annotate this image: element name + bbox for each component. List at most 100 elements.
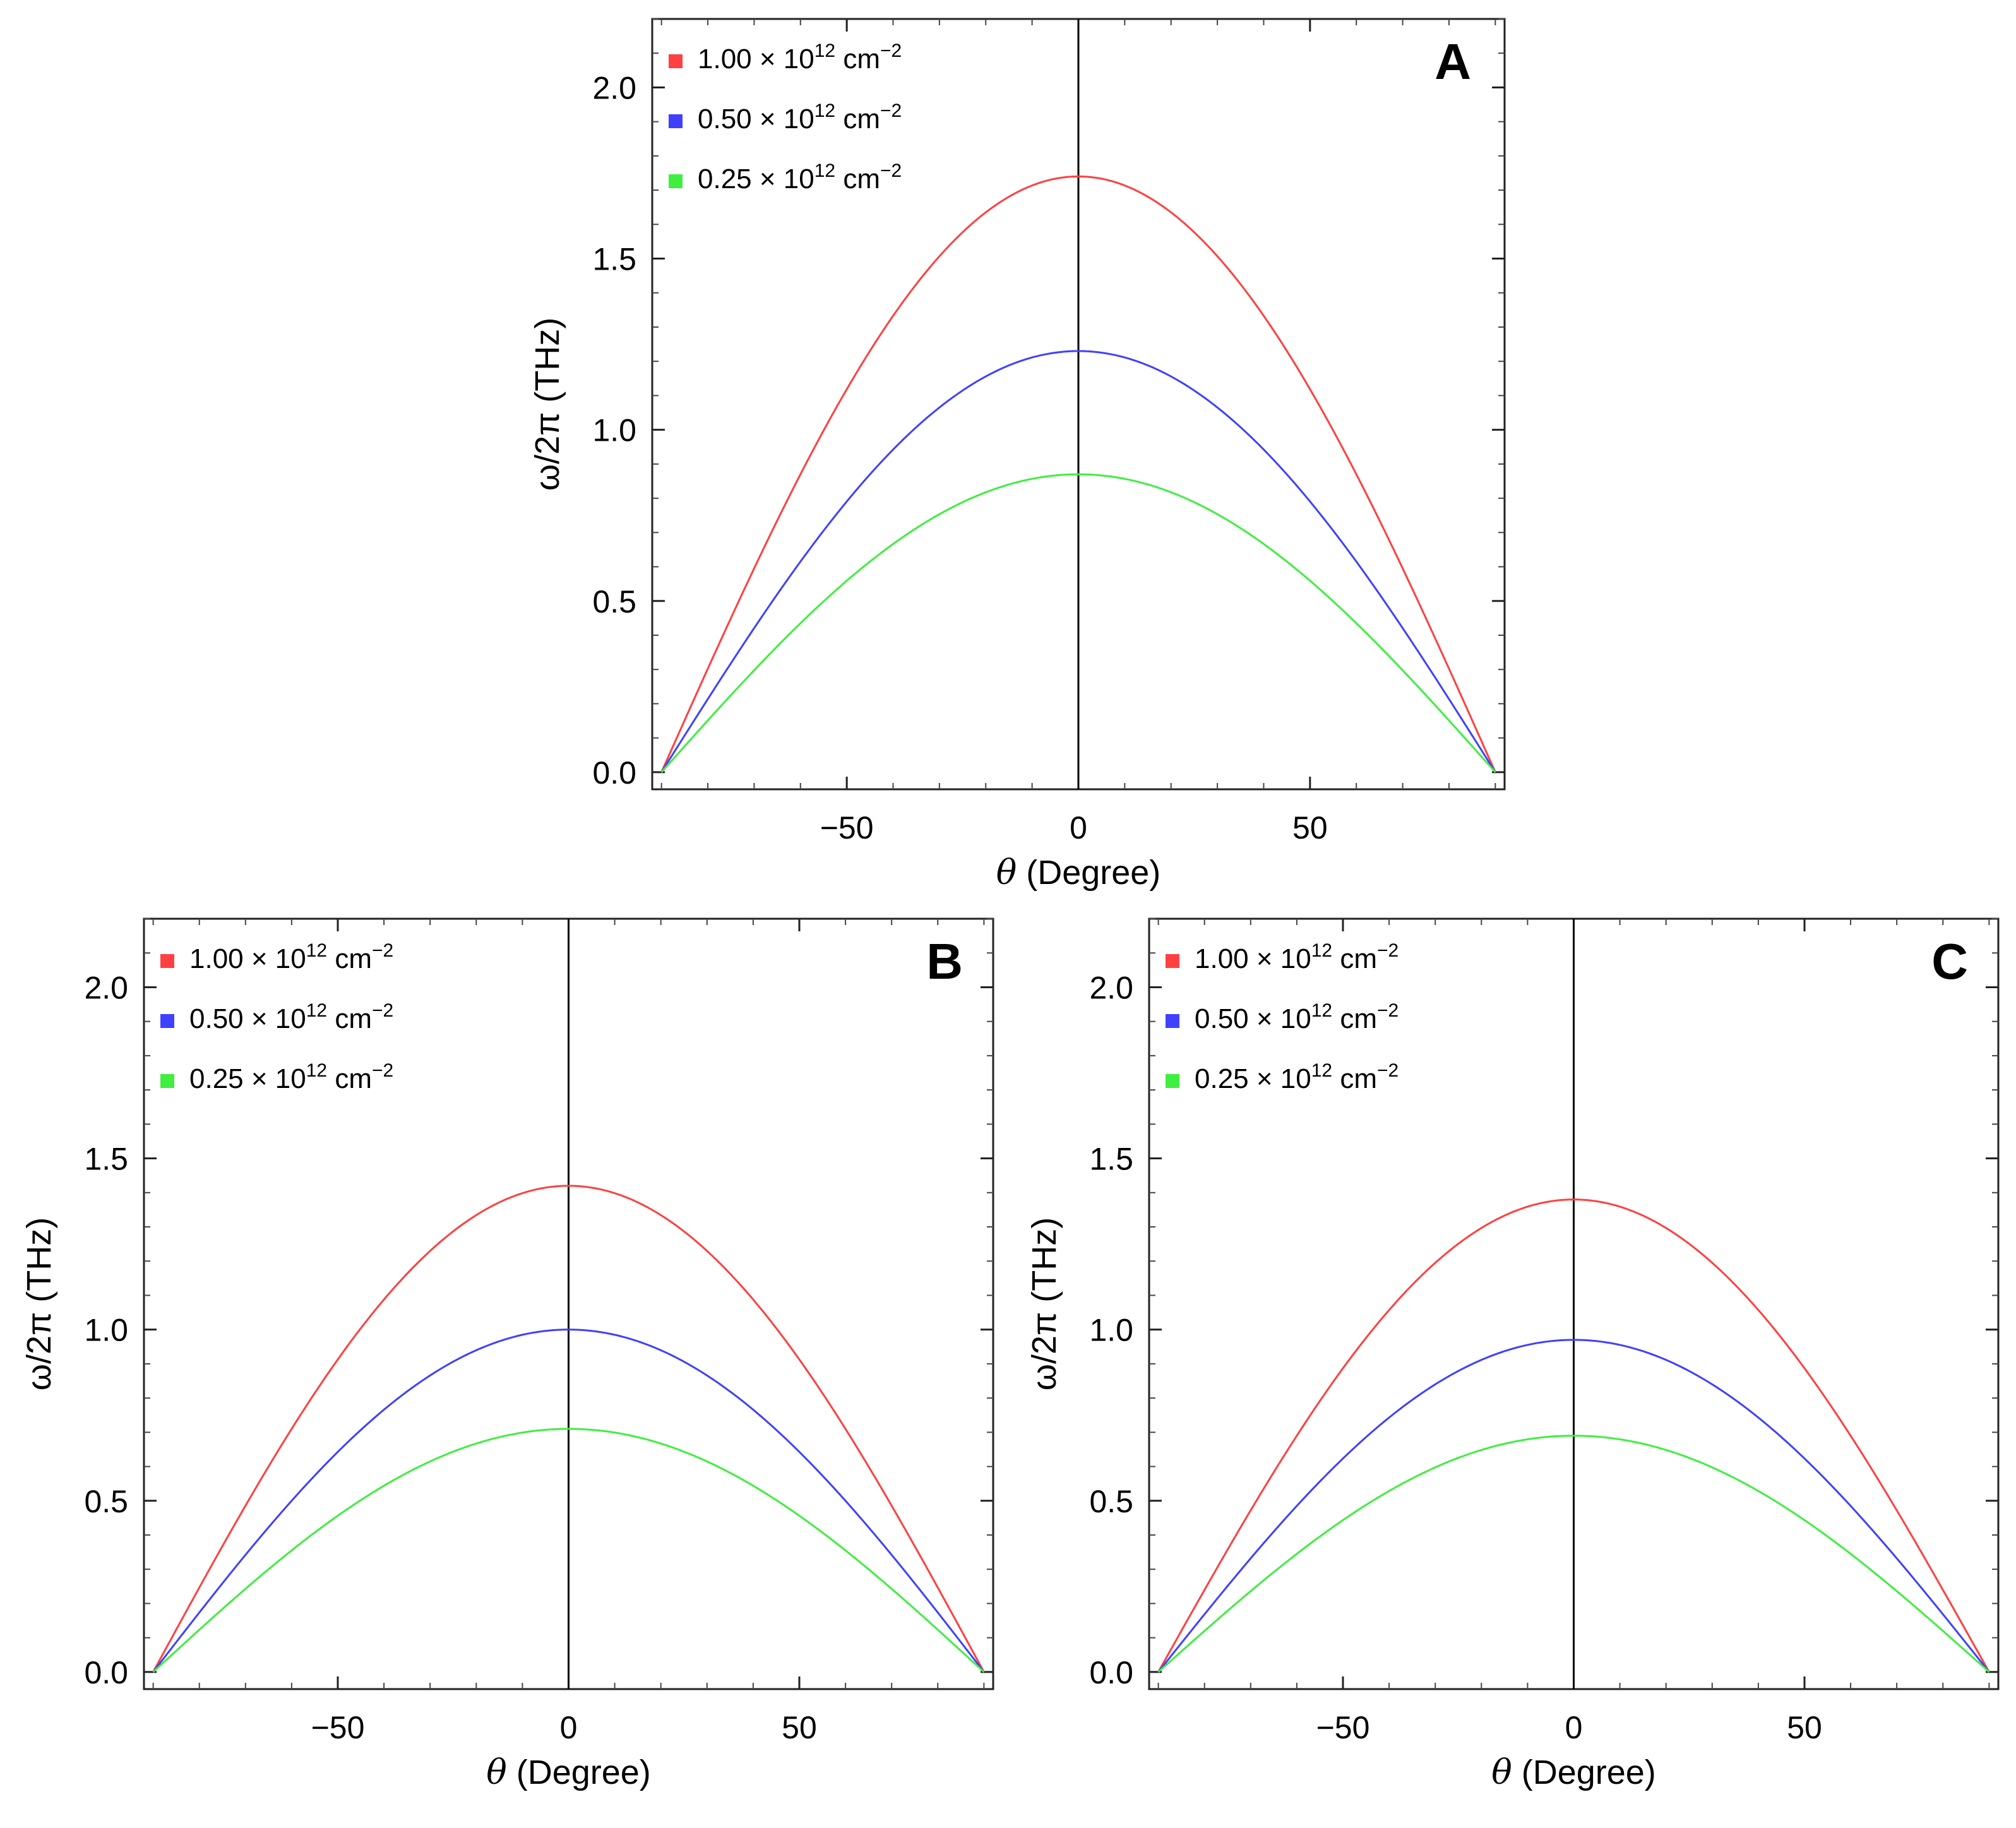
legend-exponent: 12 bbox=[1311, 1000, 1332, 1021]
legend-unit-exponent: −2 bbox=[372, 1060, 393, 1081]
legend-label-1: 1.00 × 1012 cm−2 bbox=[1195, 940, 1399, 974]
legend-swatch-1 bbox=[160, 954, 174, 968]
y-tick-label: 1.5 bbox=[592, 242, 636, 277]
legend-swatch-2 bbox=[669, 114, 683, 128]
legend-unit-exponent: −2 bbox=[372, 1000, 393, 1021]
legend-unit: cm bbox=[843, 164, 880, 194]
y-tick-label: 0.0 bbox=[592, 755, 636, 791]
x-axis-symbol: θ bbox=[996, 852, 1017, 892]
legend-swatch-1 bbox=[1166, 954, 1179, 968]
y-tick-label: 0.0 bbox=[1089, 1655, 1133, 1690]
legend-times: × bbox=[244, 1003, 275, 1034]
y-tick-label: 1.5 bbox=[1089, 1142, 1133, 1177]
legend-mantissa: 0.50 bbox=[698, 104, 752, 134]
legend-space bbox=[1332, 943, 1340, 974]
legend-times: × bbox=[752, 164, 784, 194]
legend-label-1: 1.00 × 1012 cm−2 bbox=[698, 40, 902, 75]
legend: 1.00 × 1012 cm−20.50 × 1012 cm−20.25 × 1… bbox=[669, 40, 902, 194]
x-tick-label: 0 bbox=[560, 1710, 578, 1745]
series-line-2 bbox=[152, 1329, 985, 1673]
legend-base: 10 bbox=[1280, 943, 1311, 974]
legend-unit: cm bbox=[843, 44, 880, 75]
series-line-3 bbox=[152, 1428, 985, 1673]
legend-mantissa: 0.50 bbox=[189, 1003, 244, 1034]
legend-exponent: 12 bbox=[1311, 940, 1332, 961]
legend-unit-exponent: −2 bbox=[880, 160, 902, 181]
x-axis-space bbox=[507, 1753, 516, 1791]
legend-exponent: 12 bbox=[306, 1060, 327, 1081]
x-axis-title: θ (Degree) bbox=[1491, 1752, 1656, 1792]
series-line-3 bbox=[1157, 1435, 1990, 1673]
legend-times: × bbox=[244, 1063, 275, 1094]
x-tick-label: 50 bbox=[782, 1710, 817, 1745]
y-axis-title: ω/2π (THz) bbox=[1025, 1217, 1063, 1390]
legend-unit: cm bbox=[335, 1063, 372, 1094]
series-line-1 bbox=[152, 1185, 985, 1673]
legend-unit-exponent: −2 bbox=[1377, 1060, 1399, 1081]
legend-space bbox=[327, 1003, 335, 1034]
legend-base: 10 bbox=[1280, 1063, 1311, 1094]
legend-unit: cm bbox=[1340, 943, 1377, 974]
legend-swatch-3 bbox=[160, 1074, 174, 1088]
x-axis-title: θ (Degree) bbox=[996, 852, 1161, 892]
chart-panel-c: −50 0 500.00.51.01.52.01.00 × 1012 cm−20.5… bbox=[1025, 917, 2000, 1792]
y-tick-label: 0.0 bbox=[84, 1655, 128, 1690]
legend-base: 10 bbox=[784, 44, 814, 75]
legend-unit: cm bbox=[1340, 1003, 1377, 1034]
panel-letter: C bbox=[1931, 933, 1968, 989]
legend-label-1: 1.00 × 1012 cm−2 bbox=[189, 940, 393, 974]
legend: 1.00 × 1012 cm−20.50 × 1012 cm−20.25 × 1… bbox=[160, 940, 393, 1094]
x-tick-label: −50 bbox=[311, 1710, 365, 1745]
legend-mantissa: 0.50 bbox=[1195, 1003, 1249, 1034]
legend-swatch-2 bbox=[1166, 1014, 1179, 1028]
legend-swatch-2 bbox=[160, 1014, 174, 1028]
legend-exponent: 12 bbox=[814, 40, 835, 61]
x-tick-label: 50 bbox=[1292, 810, 1328, 845]
legend-space bbox=[835, 44, 843, 75]
y-tick-label: 1.0 bbox=[1089, 1313, 1133, 1348]
chart-panel-b: −50 0 500.00.51.01.52.01.00 × 1012 cm−20.5… bbox=[20, 917, 994, 1792]
legend-space bbox=[327, 1063, 335, 1094]
legend-unit: cm bbox=[335, 1003, 372, 1034]
legend-exponent: 12 bbox=[306, 1000, 327, 1021]
legend-space bbox=[835, 164, 843, 194]
series-line-2 bbox=[660, 350, 1496, 773]
legend-exponent: 12 bbox=[814, 100, 835, 121]
y-axis-title: ω/2π (THz) bbox=[528, 318, 566, 491]
x-axis-space bbox=[1017, 854, 1026, 892]
series-line-1 bbox=[660, 175, 1496, 773]
legend-exponent: 12 bbox=[814, 160, 835, 181]
x-axis-symbol: θ bbox=[1491, 1752, 1512, 1792]
y-axis-title: ω/2π (THz) bbox=[20, 1217, 58, 1390]
y-tick-label: 2.0 bbox=[1089, 970, 1133, 1005]
legend-base: 10 bbox=[275, 1003, 306, 1034]
x-tick-label: 0 bbox=[1565, 1710, 1583, 1745]
legend-base: 10 bbox=[1280, 1003, 1311, 1034]
legend-space bbox=[835, 104, 843, 134]
legend-unit-exponent: −2 bbox=[372, 940, 393, 961]
legend-swatch-3 bbox=[1166, 1074, 1179, 1088]
legend-mantissa: 1.00 bbox=[698, 44, 752, 75]
x-axis-text: (Degree) bbox=[1026, 854, 1160, 892]
legend-times: × bbox=[752, 104, 784, 134]
legend-unit-exponent: −2 bbox=[880, 100, 902, 121]
x-axis-symbol: θ bbox=[486, 1752, 507, 1792]
panel-letter: A bbox=[1434, 33, 1471, 90]
x-tick-label: −50 bbox=[820, 810, 874, 845]
legend-base: 10 bbox=[784, 164, 814, 194]
legend-unit: cm bbox=[335, 943, 372, 974]
legend-swatch-1 bbox=[669, 54, 683, 68]
legend-times: × bbox=[1249, 1003, 1280, 1034]
legend-mantissa: 0.25 bbox=[1195, 1063, 1249, 1094]
y-tick-label: 1.0 bbox=[592, 413, 636, 448]
legend-swatch-3 bbox=[669, 174, 683, 188]
y-tick-label: 2.0 bbox=[592, 70, 636, 105]
legend-times: × bbox=[1249, 1063, 1280, 1094]
legend-mantissa: 1.00 bbox=[1195, 943, 1249, 974]
legend-unit: cm bbox=[1340, 1063, 1377, 1094]
legend-label-2: 0.50 × 1012 cm−2 bbox=[698, 100, 902, 134]
series-line-1 bbox=[1157, 1198, 1990, 1673]
legend-label-2: 0.50 × 1012 cm−2 bbox=[189, 1000, 393, 1034]
legend-base: 10 bbox=[784, 104, 814, 134]
